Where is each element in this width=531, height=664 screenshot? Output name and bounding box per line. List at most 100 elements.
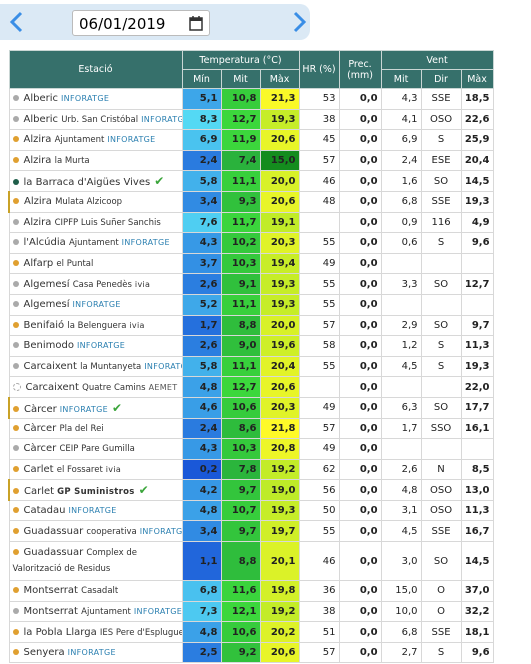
value-cell: 25,9 bbox=[460, 129, 494, 151]
value-cell: 2,4 bbox=[380, 149, 422, 172]
next-day[interactable] bbox=[288, 10, 310, 34]
station-cell[interactable]: Alberic Urb. San CristóbalINFORATGE bbox=[8, 108, 183, 131]
station-cell[interactable]: la Barraca d'Aigües Vives ✔ bbox=[8, 170, 183, 192]
station-row: Catadau INFORATGE 4,8 10,7 19,3 50 0,0 3,1 OSO 11… bbox=[8, 499, 494, 522]
station-detail: Ajuntament bbox=[81, 606, 131, 617]
status-dot bbox=[12, 280, 19, 287]
station-name: Carlet bbox=[23, 463, 54, 475]
station-cell[interactable]: l'Alcúdia Ajuntament INFORATGE bbox=[8, 232, 183, 254]
station-cell[interactable]: Algemesí Casa Penedès ivia bbox=[8, 273, 183, 295]
station-cell[interactable]: Càrcer INFORATGE ✔ bbox=[8, 396, 183, 419]
value-cell: 4,1 bbox=[380, 108, 422, 131]
station-row: Carlet el Fossaret ivia 0,2 7,8 19,2 62 0,0 2,6… bbox=[8, 458, 494, 481]
station-detail: CIPFP Luis Suñer Sanchis bbox=[54, 217, 161, 228]
value-cell: SSE bbox=[420, 520, 462, 543]
station-cell[interactable]: Montserrat Casadalt bbox=[8, 580, 183, 602]
station-cell[interactable]: Benimodo INFORATGE bbox=[8, 335, 183, 357]
station-detail: Complex de Valorització de Residus bbox=[12, 548, 138, 575]
station-name: Benimodo bbox=[23, 340, 74, 352]
provider: INFORATGE bbox=[139, 526, 182, 536]
value-cell: 0,0 bbox=[338, 335, 382, 357]
value-cell: 4,8 bbox=[181, 621, 222, 643]
station-cell[interactable]: Alzira CIPFP Luis Suñer Sanchis bbox=[8, 211, 183, 234]
subcolumn-header: Mit bbox=[220, 69, 261, 89]
station-name: Carlet bbox=[24, 486, 55, 498]
value-cell: 6,8 bbox=[181, 580, 222, 602]
status-dot bbox=[12, 607, 19, 614]
status-dot bbox=[12, 95, 19, 102]
station-cell[interactable]: Alzira Mulata Alzicoop bbox=[8, 190, 183, 213]
prev-day[interactable] bbox=[6, 10, 28, 34]
value-cell: 4,5 bbox=[380, 520, 422, 543]
value-cell: 50 bbox=[298, 499, 340, 522]
station-cell[interactable]: Senyera INFORATGE bbox=[8, 641, 183, 664]
station-cell[interactable]: Carcaixent Quatre Camins AEMET bbox=[8, 376, 183, 398]
status-dot bbox=[12, 179, 19, 186]
station-name: Guadassuar bbox=[23, 547, 84, 559]
value-cell: 19,3 bbox=[259, 273, 300, 295]
value-cell: 0,0 bbox=[338, 499, 382, 522]
value-cell: 53 bbox=[298, 88, 340, 110]
date-input[interactable]: 06/01/2019 bbox=[72, 10, 210, 36]
value-cell: 20,6 bbox=[259, 641, 300, 664]
station-cell[interactable]: Guadassuar cooperativaINFORATGE bbox=[8, 520, 183, 543]
station-cell[interactable]: Alberic INFORATGE bbox=[8, 88, 183, 110]
value-cell: 19,3 bbox=[259, 293, 300, 316]
value-cell: 0,0 bbox=[338, 190, 382, 213]
station-cell[interactable]: Alfarp el Puntal bbox=[8, 252, 183, 275]
station-row: Benimodo INFORATGE 2,6 9,0 19,6 58 0,0 1,2 S 11,3 bbox=[8, 335, 494, 357]
station-detail: el Fossaret bbox=[56, 464, 103, 475]
station-name: Carcaixent bbox=[25, 381, 79, 393]
value-cell: 2,6 bbox=[181, 273, 222, 295]
value-cell: 19,4 bbox=[259, 252, 300, 275]
date-bar: 06/01/2019 bbox=[0, 4, 310, 40]
station-cell[interactable]: Algemesí INFORATGE bbox=[8, 293, 183, 316]
value-cell: 20,2 bbox=[259, 621, 300, 643]
precipitation-header: Prec. (mm) bbox=[338, 50, 382, 89]
value-cell: 0,0 bbox=[338, 438, 382, 460]
station-cell[interactable]: Carlet el Fossaret ivia bbox=[8, 458, 183, 481]
value-cell bbox=[380, 438, 422, 460]
value-cell: 4,8 bbox=[181, 499, 222, 522]
station-cell[interactable]: Catadau INFORATGE bbox=[8, 499, 183, 522]
station-cell[interactable]: Càrcer Pla del Rei bbox=[8, 417, 183, 440]
station-cell[interactable]: Alzira Ajuntament INFORATGE bbox=[8, 129, 183, 151]
value-cell: 32,2 bbox=[460, 600, 494, 623]
station-name: Alberic bbox=[23, 113, 59, 125]
station-name: Alfarp bbox=[23, 258, 54, 270]
station-name: l'Alcúdia bbox=[23, 237, 66, 249]
station-header[interactable]: Estació bbox=[8, 50, 183, 89]
value-cell bbox=[380, 293, 422, 316]
value-cell: 7,4 bbox=[220, 149, 261, 172]
value-cell: 9,6 bbox=[460, 641, 494, 664]
value-cell: 2,5 bbox=[181, 641, 222, 664]
station-cell[interactable]: Carlet GP Suministros ✔ bbox=[8, 479, 183, 501]
value-cell: 20,3 bbox=[259, 396, 300, 419]
value-cell: 46 bbox=[298, 541, 340, 582]
status-dot bbox=[12, 342, 19, 349]
station-cell[interactable]: Benifaió la Belenguera ivia bbox=[8, 314, 183, 337]
value-cell: 11,6 bbox=[220, 580, 261, 602]
value-cell: 8,6 bbox=[220, 417, 261, 440]
station-cell[interactable]: Guadassuar Complex de Valorització de Re… bbox=[8, 541, 183, 582]
check-icon: ✔ bbox=[138, 483, 149, 498]
value-cell: SSE bbox=[420, 88, 462, 110]
value-cell: 11,1 bbox=[220, 170, 261, 192]
station-cell[interactable]: Montserrat Ajuntament INFORATGE bbox=[8, 600, 183, 623]
station-detail: el Puntal bbox=[56, 259, 94, 270]
value-cell: S bbox=[420, 232, 462, 254]
value-cell: 55 bbox=[298, 232, 340, 254]
value-cell: 19,3 bbox=[460, 355, 494, 378]
station-cell[interactable]: Alzira la Murta bbox=[8, 149, 183, 172]
station-row: Alfarp el Puntal 3,7 10,3 19,4 49 0,0 bbox=[8, 252, 494, 275]
value-cell: 55 bbox=[298, 355, 340, 378]
station-cell[interactable]: la Pobla Llarga IES Pere d'Esplugues bbox=[8, 621, 183, 643]
value-cell: 16,7 bbox=[460, 520, 494, 543]
station-cell[interactable]: Càrcer CEIP Pare Gumilla bbox=[8, 438, 183, 460]
calendar-icon[interactable] bbox=[189, 16, 203, 31]
station-row: Alberic INFORATGE 5,1 10,8 21,3 53 0,0 4,3 SSE 18… bbox=[8, 88, 494, 110]
value-cell: 18,1 bbox=[460, 621, 494, 643]
value-cell: 9,6 bbox=[460, 232, 494, 254]
station-cell[interactable]: Carcaixent la MuntanyetaINFORATGE bbox=[8, 355, 183, 378]
